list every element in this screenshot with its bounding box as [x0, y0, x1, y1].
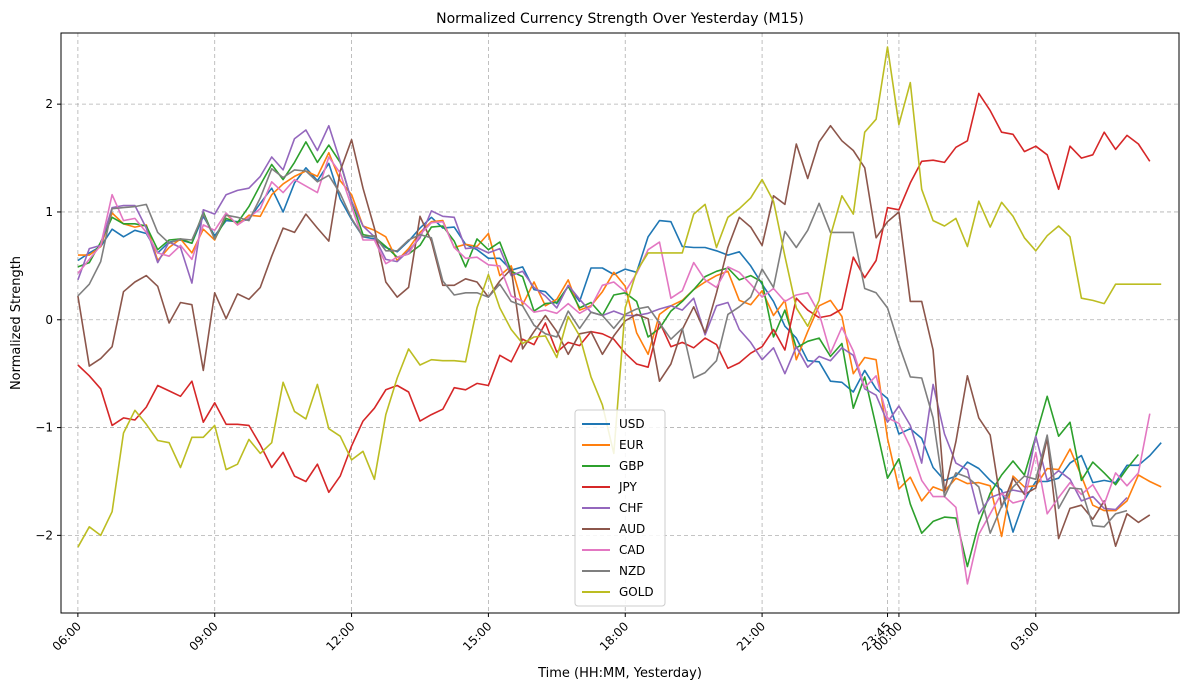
legend-label: EUR	[619, 438, 644, 452]
legend-label: AUD	[619, 522, 645, 536]
y-axis-label: Normalized Strength	[9, 256, 24, 390]
y-axis-ticks: −2 −1 0 1 2	[35, 97, 61, 542]
grid-lines	[61, 33, 1179, 613]
legend: USD EUR GBP JPY CHF AUD CAD NZD GOLD	[574, 409, 666, 607]
x-axis-label: Time (HH:MM, Yesterday)	[537, 666, 702, 681]
y-tick-label: 2	[45, 97, 53, 111]
series-line-eur	[77, 151, 1162, 538]
series-line-cad	[77, 156, 1151, 585]
y-tick-label: 0	[45, 313, 53, 327]
legend-label: CHF	[619, 501, 643, 515]
series-line-gold	[77, 46, 1162, 548]
series-line-aud	[77, 124, 1151, 548]
legend-label: GBP	[619, 459, 644, 473]
legend-label: CAD	[619, 543, 645, 557]
legend-box	[574, 409, 666, 607]
series-line-jpy	[77, 92, 1151, 494]
series-lines	[77, 46, 1162, 585]
legend-label: JPY	[618, 480, 638, 494]
y-tick-label: 1	[45, 205, 53, 219]
legend-label: NZD	[619, 564, 645, 578]
legend-label: USD	[619, 417, 645, 431]
y-tick-label: −2	[35, 528, 53, 542]
legend-label: GOLD	[619, 585, 654, 599]
chart-title: Normalized Currency Strength Over Yester…	[436, 11, 804, 27]
series-line-nzd	[77, 168, 1128, 535]
y-tick-label: −1	[35, 421, 53, 435]
plot-area-frame	[60, 32, 1180, 614]
series-line-usd	[77, 162, 1162, 533]
